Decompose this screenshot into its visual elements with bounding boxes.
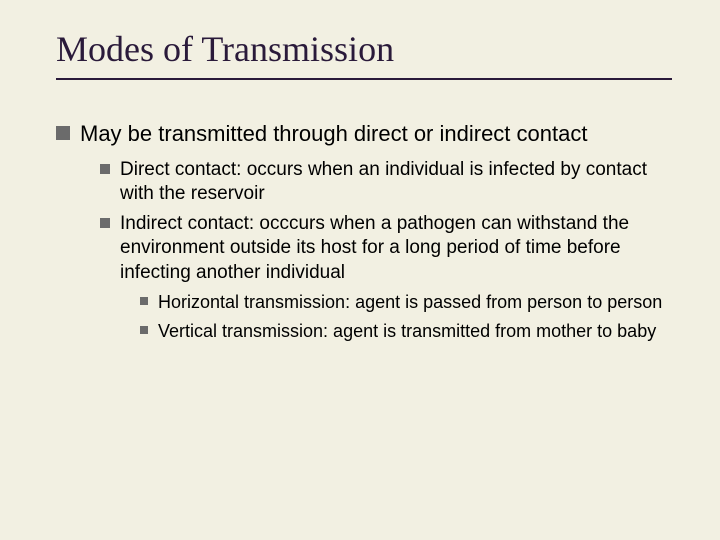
- level2-children: Horizontal transmission: agent is passed…: [140, 291, 672, 343]
- bullet-level1: May be transmitted through direct or ind…: [56, 120, 672, 148]
- bullet-level3-text: Horizontal transmission: agent is passed…: [158, 291, 672, 314]
- bullet-level1-text: May be transmitted through direct or ind…: [80, 120, 672, 148]
- square-bullet-icon: [100, 218, 110, 228]
- bullet-level2: Direct contact: occurs when an individua…: [100, 158, 672, 207]
- bullet-level3: Vertical transmission: agent is transmit…: [140, 320, 672, 343]
- square-bullet-icon: [140, 297, 148, 305]
- bullet-level2: Indirect contact: occcurs when a pathoge…: [100, 212, 672, 285]
- bullet-level3-text: Vertical transmission: agent is transmit…: [158, 320, 672, 343]
- bullet-level2-text: Direct contact: occurs when an individua…: [120, 158, 672, 207]
- square-bullet-icon: [56, 126, 70, 140]
- slide-title: Modes of Transmission: [56, 28, 672, 80]
- bullet-level3: Horizontal transmission: agent is passed…: [140, 291, 672, 314]
- bullet-level2-text: Indirect contact: occcurs when a pathoge…: [120, 212, 672, 285]
- square-bullet-icon: [140, 326, 148, 334]
- level1-children: Direct contact: occurs when an individua…: [100, 158, 672, 344]
- square-bullet-icon: [100, 164, 110, 174]
